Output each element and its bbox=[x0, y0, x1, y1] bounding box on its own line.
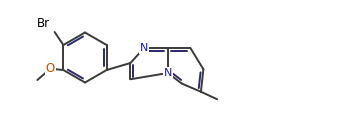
Text: N: N bbox=[140, 43, 148, 53]
Text: O: O bbox=[46, 62, 55, 75]
Text: N: N bbox=[164, 68, 172, 78]
Text: Br: Br bbox=[37, 17, 50, 30]
